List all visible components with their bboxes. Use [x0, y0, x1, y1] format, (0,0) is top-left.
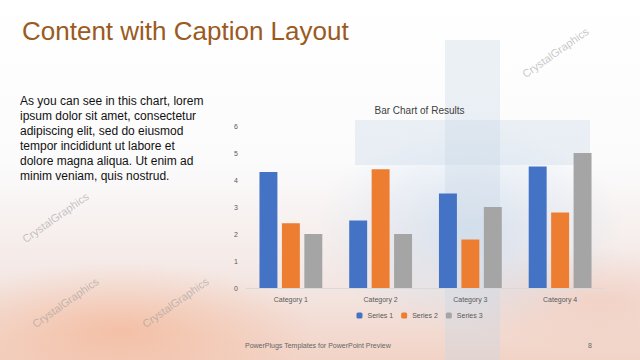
svg-text:Category 3: Category 3: [453, 296, 487, 304]
svg-text:Series 3: Series 3: [457, 312, 483, 319]
svg-text:Bar Chart of Results: Bar Chart of Results: [374, 105, 464, 116]
html-text:8: 8: [588, 342, 592, 349]
svg-text:2: 2: [234, 231, 238, 238]
svg-text:4: 4: [234, 177, 238, 184]
svg-text:Category 1: Category 1: [274, 296, 308, 304]
svg-text:Category 4: Category 4: [543, 296, 577, 304]
svg-text:Series 1: Series 1: [367, 312, 393, 319]
html-text:As you can see in this chart,: As you can see in this chart, lorem ipsu…: [20, 94, 204, 183]
html-text:PowerPlugs Templates for Power: PowerPlugs Templates for PowerPoint Prev…: [245, 342, 391, 349]
svg-text:5: 5: [234, 150, 238, 157]
svg-text:Series 2: Series 2: [412, 312, 438, 319]
html-text:Content with Caption Layout: Content with Caption Layout: [22, 16, 349, 46]
svg-text:6: 6: [234, 123, 238, 130]
html-text:CrystalGraphics: CrystalGraphics: [30, 275, 101, 330]
svg-text:Category 2: Category 2: [364, 296, 398, 304]
html-text:CrystalGraphics: CrystalGraphics: [20, 190, 91, 245]
html-text:CrystalGraphics: CrystalGraphics: [140, 275, 211, 330]
svg-text:0: 0: [234, 285, 238, 292]
html-text:CrystalGraphics: CrystalGraphics: [520, 25, 591, 80]
svg-text:3: 3: [234, 204, 238, 211]
svg-text:1: 1: [234, 258, 238, 265]
